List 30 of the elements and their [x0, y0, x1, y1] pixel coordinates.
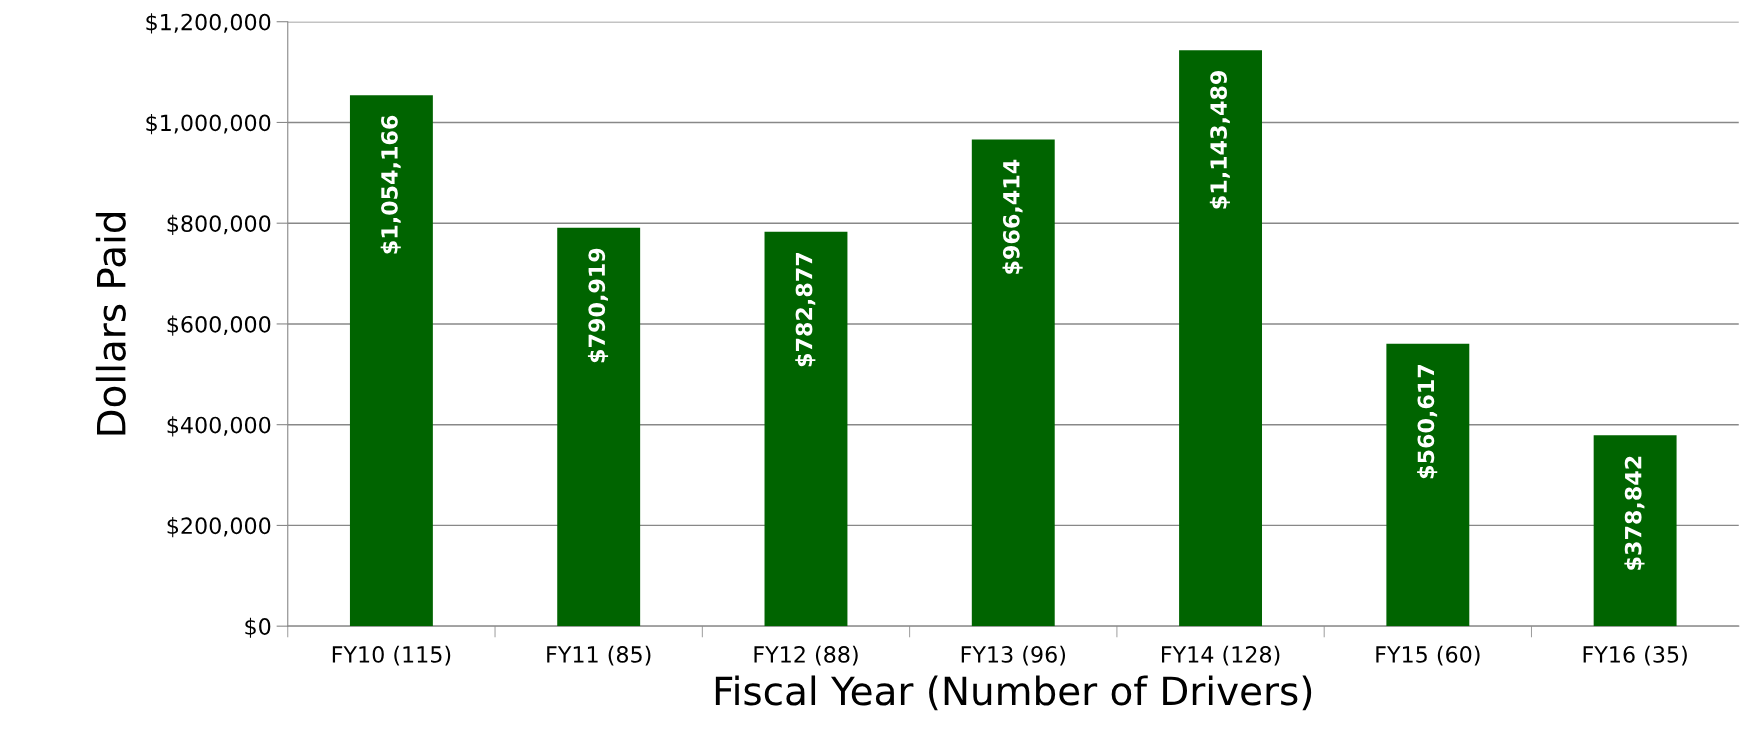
data-label: $1,143,489 — [1209, 71, 1230, 209]
bar — [349, 95, 433, 627]
data-label: $790,919 — [587, 248, 609, 363]
y-tick-label: $0 — [245, 617, 271, 638]
y-tick-label: $1,000,000 — [146, 114, 271, 135]
bar — [1386, 343, 1470, 627]
bar — [1179, 50, 1263, 627]
x-tick-label: FY10 (115) — [332, 645, 451, 666]
bar — [557, 227, 641, 627]
x-axis-title: Fiscal Year (Number of Drivers) — [715, 675, 1312, 711]
x-tick-label: FY14 (128) — [1162, 645, 1280, 666]
y-axis-title: Dollars Paid — [95, 213, 126, 435]
data-label: $378,842 — [1624, 456, 1645, 570]
y-tick-label: $600,000 — [167, 315, 271, 336]
x-tick-label: FY15 (60) — [1376, 645, 1480, 666]
bar — [764, 231, 848, 627]
data-label: $782,877 — [795, 253, 816, 367]
y-tick-label: $1,200,000 — [146, 13, 271, 34]
x-tick-label: FY11 (85) — [547, 645, 651, 666]
x-tick-label: FY16 (35) — [1583, 645, 1687, 666]
x-tick-label: FY12 (88) — [754, 645, 858, 666]
x-tick-label: FY13 (96) — [961, 645, 1066, 666]
data-label: $966,414 — [1002, 159, 1023, 274]
bar — [1593, 435, 1677, 627]
y-tick-label: $400,000 — [167, 416, 271, 437]
data-label: $1,054,166 — [380, 115, 401, 254]
y-tick-label: $800,000 — [167, 214, 271, 235]
data-label: $560,617 — [1417, 364, 1438, 479]
y-tick-label: $200,000 — [167, 516, 271, 538]
bar — [971, 139, 1055, 627]
